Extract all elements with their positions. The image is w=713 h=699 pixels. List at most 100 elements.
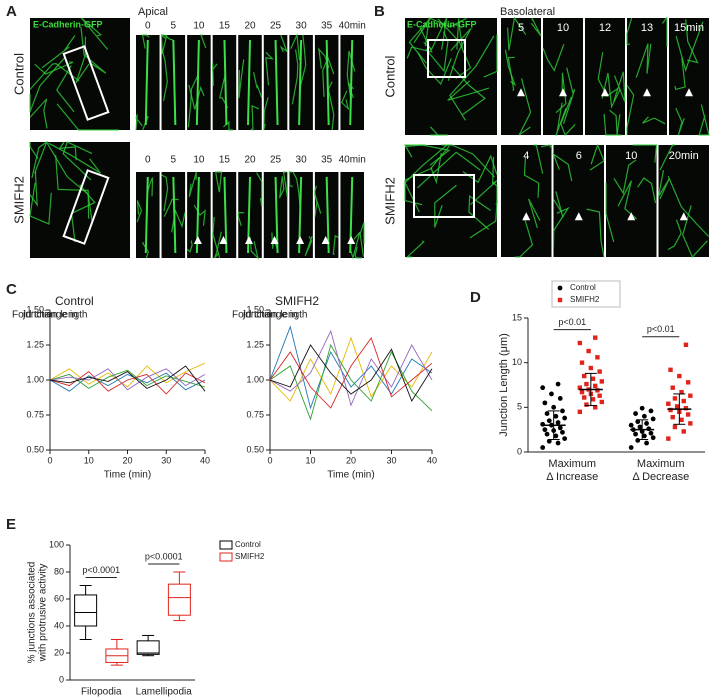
data-point [641,433,647,439]
junction [186,240,193,253]
data-point [586,348,591,354]
junction [237,211,245,226]
legend-label: SMIFH2 [570,295,600,304]
series-line [269,343,433,421]
panel-label: B [374,3,385,20]
junction [518,78,532,136]
series-line [269,325,433,410]
junction [609,109,621,135]
x-tick-label: 20 [122,455,132,465]
arrowhead [270,236,279,244]
arrowhead [296,236,305,244]
micrograph [501,18,541,135]
legend-swatch [557,285,563,291]
arrowhead [219,236,228,244]
junction [31,140,48,179]
series-line [49,369,206,389]
data-point [677,373,682,379]
data-point [588,365,594,371]
chart-title: Control [55,294,94,308]
junction [429,126,448,136]
data-point [555,420,561,425]
junction [354,246,363,259]
data-point [562,436,568,441]
junction [601,72,621,109]
junction [48,142,101,174]
data-point [666,401,671,406]
y-tick-label: 0.75 [246,409,264,419]
data-point [650,435,656,441]
data-point [674,404,680,409]
data-point [584,381,589,387]
junction [29,142,39,160]
roi-box [62,45,110,121]
data-point [544,411,550,416]
data-point [670,385,675,390]
junction [195,39,200,126]
data-point [540,445,546,450]
arrowhead [574,212,583,221]
annotation: p<0.01 [558,317,586,327]
junction [161,174,169,212]
junction [55,154,90,219]
data-point [577,385,583,390]
time-label: 30 [296,21,308,32]
junction [75,36,90,84]
junction [675,21,704,73]
x-tick-label: 10 [305,455,315,465]
y-tick-label: 0 [517,446,522,456]
junction [238,59,245,99]
junction [560,96,576,137]
roi-box [413,174,475,218]
junction [555,102,567,136]
junction [29,182,52,225]
junction [603,113,622,136]
junction [34,61,74,75]
junction [56,65,75,113]
legend-swatch [219,540,233,550]
junction [325,176,330,254]
junction [349,231,361,261]
data-point [639,405,645,411]
time-label: 40min [339,21,366,32]
plane-label: Apical [138,6,168,18]
time-label: 10 [193,155,205,166]
junction [447,80,490,101]
micrograph [585,18,625,135]
data-point [577,340,583,346]
junction [256,172,263,207]
data-point [668,367,673,373]
junction [626,85,635,135]
data-point [633,411,638,416]
arrowhead [601,88,609,97]
data-point [666,436,671,441]
x-tick-label: Filopodia [81,687,122,698]
box [167,583,191,616]
junction [403,144,427,158]
x-tick-label: Δ Decrease [632,471,689,483]
time-label: 4 [523,150,529,162]
data-point [557,396,563,401]
arrowhead [643,88,651,97]
x-tick-label: Maximum [548,458,596,470]
y-tick-label: 60 [54,593,64,603]
data-point [672,396,678,401]
y-tick-label: 0.50 [26,444,44,454]
y-axis-label: Fold change in [232,310,298,321]
junction [214,231,222,259]
junction [265,51,275,86]
time-label: 20 [244,155,256,166]
condition-label: SMIFH2 [382,177,397,225]
data-point [688,393,693,398]
time-label: 5 [171,155,177,166]
junction [417,151,481,189]
data-point [672,424,678,430]
data-point [679,389,684,395]
junction [540,144,553,150]
arrowhead [685,88,693,97]
x-tick-label: 0 [267,455,272,465]
junction [298,39,303,126]
arrowhead [522,212,531,221]
annotation: p<0.01 [647,324,675,334]
